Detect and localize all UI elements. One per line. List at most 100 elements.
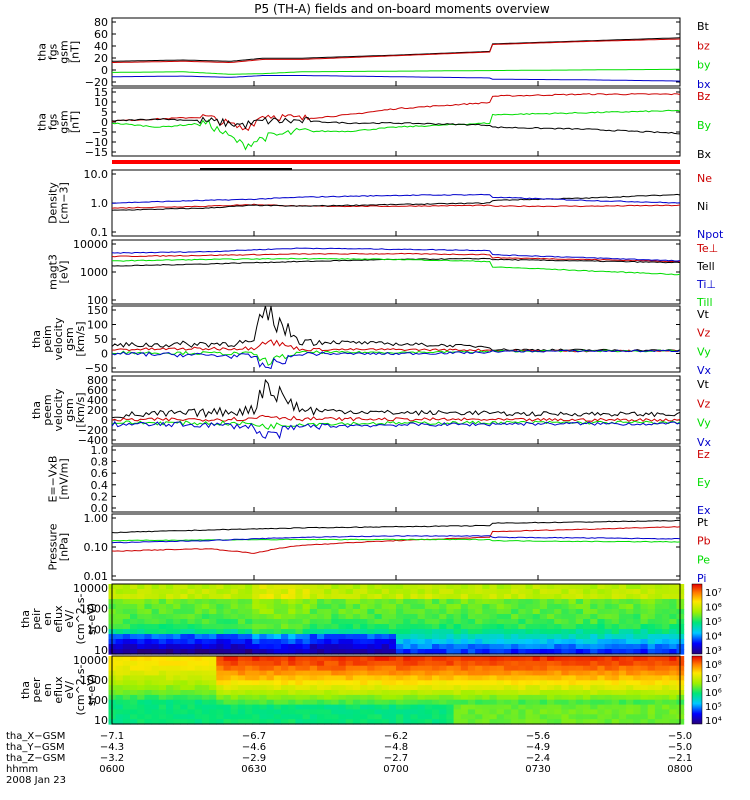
spectrogram-cell [281,614,289,620]
spectrogram-cell [295,629,304,635]
spectrogram-cell [317,629,325,635]
spectrogram-cell [360,594,368,600]
spectrogram-cell [360,699,368,706]
spectrogram-cell [475,665,483,672]
spectrogram-cell [331,619,339,625]
legend-Pe: Pe [697,553,710,566]
spectrogram-cell [223,584,232,590]
spectrogram-cell [338,584,347,590]
spectrogram-cell [345,680,354,686]
spectrogram-cell [151,709,160,715]
spectrogram-cell [209,624,217,630]
spectrogram-cell [130,629,138,635]
spectrogram-cell [460,675,469,681]
spectrogram-cell [410,589,419,595]
spectrogram-cell [539,639,548,645]
spectrogram-cell [201,665,210,672]
spectrogram-cell [345,619,354,625]
spectrogram-cell [345,629,354,635]
spectrogram-cell [662,644,670,650]
spectrogram-cell [467,584,476,590]
spectrogram-cell [539,594,548,600]
spectrogram-cell [597,675,606,681]
spectrogram-cell [245,719,253,725]
spectrogram-cell [496,624,505,630]
spectrogram-cell [583,680,591,686]
spectrogram-cell [618,660,627,667]
spectrogram-cell [511,584,519,590]
spectrogram-cell [295,609,304,615]
spectrogram-cell [611,699,620,706]
spectrogram-cell [503,589,512,595]
spectrogram-cell [654,714,663,720]
spectrogram-cell [273,685,282,691]
spectrogram-cell [539,685,548,691]
spectrogram-cell [597,599,606,605]
spectrogram-cell [396,639,404,645]
spectrogram-cell [583,619,591,625]
spectrogram-cell [482,649,490,655]
spectrogram-cell [317,634,325,640]
spectrogram-cell [281,609,289,615]
spectrogram-cell [309,594,318,600]
spectrogram-cell [633,704,641,711]
spectrogram-cell [511,634,519,640]
spectrogram-cell [518,634,526,640]
spectrogram-cell [604,629,613,635]
spectrogram-cell [151,589,160,595]
spectrogram-cell [554,690,562,696]
spectrogram-cell [259,619,268,625]
spectrogram-cell [467,619,476,625]
spectrogram-cell [158,685,167,691]
spectrogram-cell [432,685,440,691]
spectrogram-cell [396,584,404,590]
spectrogram-cell [662,719,670,725]
spectrogram-cell [432,719,440,725]
series-Bz [111,93,681,132]
spectrogram-cell [144,719,153,725]
legend-Ey: Ey [697,476,711,489]
spectrogram-cell [338,719,347,725]
spectrogram-cell [496,660,505,667]
y-tick-label: 10000 [73,238,108,251]
spectrogram-cell [396,629,404,635]
spectrogram-cell [338,614,347,620]
spectrogram-cell [417,685,426,691]
spectrogram-cell [633,709,641,715]
spectrogram-cell [216,639,224,645]
spectrogram-cell [662,584,670,590]
spectrogram-cell [575,584,584,590]
spectrogram-cell [381,624,390,630]
spectrogram-cell [432,670,440,677]
spectrogram-cell [245,639,253,645]
spectrogram-cell [201,604,210,610]
spectrogram-cell [331,719,339,725]
spectrogram-cell [475,699,483,706]
spectrogram-cell [230,714,239,720]
colorbar-label: 10⁷ [705,588,722,599]
spectrogram-cell [518,599,526,605]
spectrogram-cell [144,614,153,620]
spectrogram-cell [489,609,498,615]
spectrogram-cell [288,660,296,667]
colorbar-label: 10⁶ [705,688,722,699]
spectrogram-cell [381,665,390,672]
spectrogram-cell [403,704,411,711]
spectrogram-cell [475,619,483,625]
spectrogram-cell [568,629,577,635]
spectrogram-cell [331,665,339,672]
spectrogram-cell [453,614,462,620]
spectrogram-cell [611,624,620,630]
spectrogram-cell [460,714,469,720]
spectrogram-cell [561,599,570,605]
spectrogram-cell [511,694,519,701]
spectrogram-cell [324,634,332,640]
spectrogram-cell [151,704,160,711]
spectrogram-cell [590,690,598,696]
spectrogram-cell [237,639,246,645]
spectrogram-cell [525,619,534,625]
spectrogram-cell [331,699,339,706]
spectrogram-cell [396,714,404,720]
spectrogram-cell [180,634,188,640]
spectrogram-cell [324,660,332,667]
